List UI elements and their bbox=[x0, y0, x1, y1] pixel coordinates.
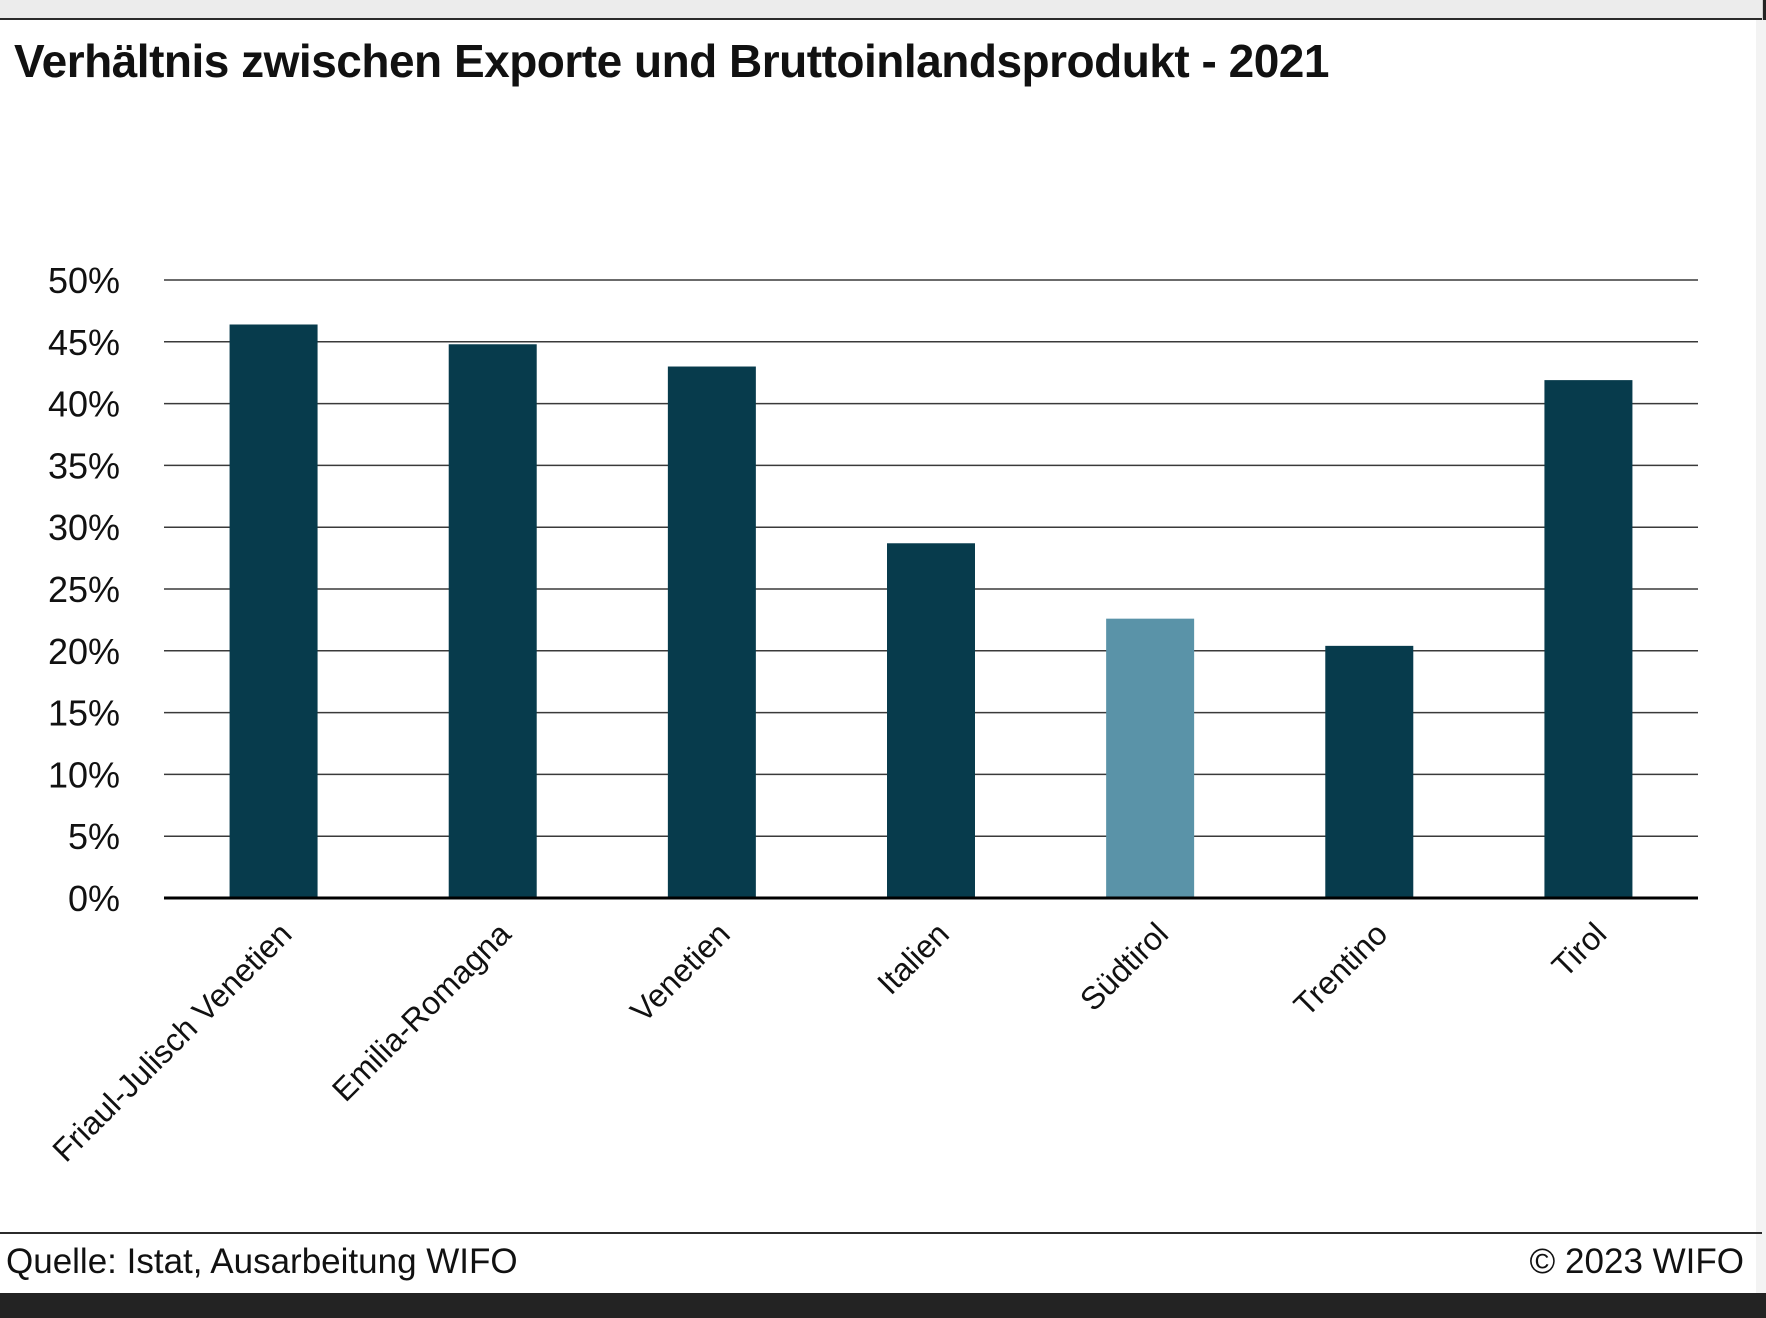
copyright-note: © 2023 WIFO bbox=[1529, 1242, 1744, 1281]
x-tick-label: Tirol bbox=[1545, 915, 1614, 984]
bar bbox=[229, 324, 318, 899]
x-tick-label: Emilia-Romagna bbox=[325, 915, 518, 1108]
bar bbox=[448, 344, 537, 899]
bar bbox=[1544, 380, 1633, 899]
bar bbox=[887, 543, 975, 898]
x-tick-label: Trentino bbox=[1287, 915, 1395, 1023]
y-tick-label: 0% bbox=[68, 878, 120, 919]
bar bbox=[1325, 645, 1414, 898]
x-tick-label: Venetien bbox=[623, 915, 737, 1029]
top-border bbox=[0, 0, 1762, 20]
chart-title: Verhältnis zwischen Exporte und Bruttoin… bbox=[14, 35, 1329, 87]
x-tick-label: Italien bbox=[870, 915, 956, 1001]
bar bbox=[667, 366, 756, 898]
y-tick-label: 35% bbox=[48, 445, 120, 486]
x-tick-label: Südtirol bbox=[1073, 915, 1175, 1017]
y-tick-label: 10% bbox=[48, 754, 120, 795]
y-tick-label: 45% bbox=[48, 322, 120, 363]
footer-divider bbox=[0, 1232, 1762, 1234]
y-tick-label: 30% bbox=[48, 507, 120, 548]
bar-chart: 0% 5% 10% 15% 20% 25% 30% 35% 40% 45% 50% Friaul-Ju… bbox=[45, 260, 1698, 1169]
bar bbox=[1106, 618, 1195, 898]
y-tick-label: 40% bbox=[48, 384, 120, 425]
y-tick-label: 50% bbox=[48, 260, 120, 301]
y-tick-label: 15% bbox=[48, 693, 120, 734]
y-tick-label: 25% bbox=[48, 569, 120, 610]
y-tick-label: 5% bbox=[68, 816, 120, 857]
right-border bbox=[1756, 20, 1766, 1293]
source-note: Quelle: Istat, Ausarbeitung WIFO bbox=[6, 1242, 518, 1281]
x-tick-label: Friaul-Julisch Venetien bbox=[45, 915, 298, 1168]
y-tick-label: 20% bbox=[48, 631, 120, 672]
